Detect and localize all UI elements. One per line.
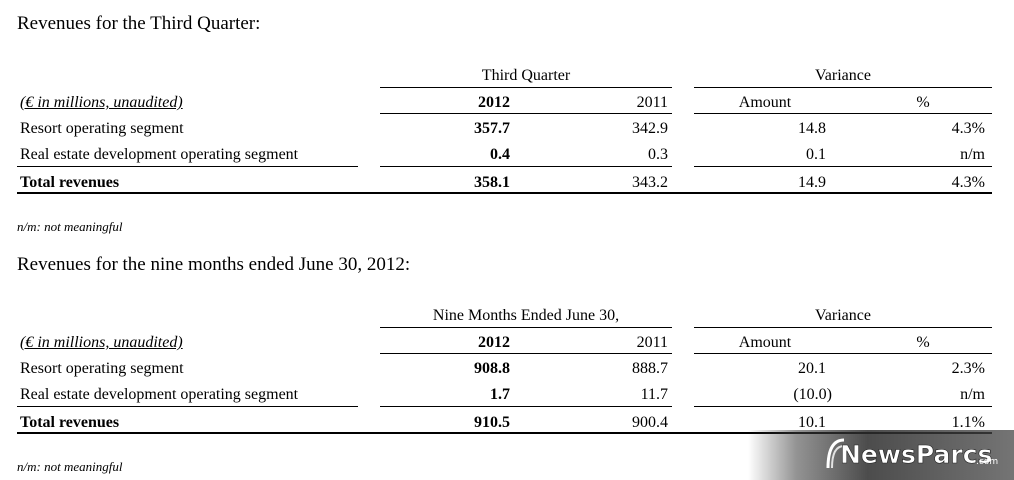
section1-group-third-quarter: Third Quarter xyxy=(481,67,571,84)
section1-row2-underline-label xyxy=(17,166,358,167)
logo-suffix-text: .com xyxy=(976,457,998,467)
section2-row2-underline-left xyxy=(380,406,672,407)
section1-row2-2011: 0.3 xyxy=(648,146,668,163)
section2-row2-label: Real estate development operating segmen… xyxy=(20,386,299,403)
section2-title: Revenues for the nine months ended June … xyxy=(17,254,411,275)
section2-col-amount: Amount xyxy=(738,334,792,351)
section1-units-label: (€ in millions, unaudited) xyxy=(20,94,183,111)
section2-group-underline-left xyxy=(380,327,672,328)
section2-row2-underline-label xyxy=(17,406,358,407)
section1-group-variance: Variance xyxy=(815,67,871,84)
section2-header-underline-left xyxy=(380,353,672,354)
section2-units-label: (€ in millions, unaudited) xyxy=(20,334,183,351)
section1-row2-underline-left xyxy=(380,166,672,167)
section1-row1-2011: 342.9 xyxy=(632,120,668,137)
section2-group-nine-months: Nine Months Ended June 30, xyxy=(432,307,620,324)
section2-total-amount: 10.1 xyxy=(798,414,826,431)
section2-row2-amount: (10.0) xyxy=(793,386,832,403)
section1-col-2011: 2011 xyxy=(636,94,668,111)
section2-total-rule xyxy=(17,432,992,434)
section1-total-2011: 343.2 xyxy=(632,174,668,191)
section2-col-pct: % xyxy=(916,334,930,351)
section2-total-2012: 910.5 xyxy=(474,414,510,431)
section1-row1-label: Resort operating segment xyxy=(20,120,184,137)
section1-total-pct: 4.3% xyxy=(951,174,985,191)
section2-group-underline-right xyxy=(694,327,992,328)
section1-total-label: Total revenues xyxy=(20,174,120,191)
section1-row2-pct: n/m xyxy=(960,146,985,163)
section2-row1-2011: 888.7 xyxy=(632,360,668,377)
section1-col-pct: % xyxy=(916,94,930,111)
section2-row2-pct: n/m xyxy=(960,386,985,403)
section1-header-underline-left xyxy=(380,113,672,114)
section1-col-amount: Amount xyxy=(738,94,792,111)
section1-row2-2012: 0.4 xyxy=(490,146,510,163)
section1-footnote: n/m: not meaningful xyxy=(17,219,123,234)
section2-row1-label: Resort operating segment xyxy=(20,360,184,377)
section1-total-amount: 14.9 xyxy=(798,174,826,191)
section2-footnote: n/m: not meaningful xyxy=(17,459,123,474)
section2-total-2011: 900.4 xyxy=(632,414,668,431)
logo-swoosh-icon xyxy=(826,438,845,469)
section1-col-2012: 2012 xyxy=(478,94,510,111)
section2-row1-pct: 2.3% xyxy=(951,360,985,377)
newsparcs-logo: NewsParcs .com xyxy=(826,438,998,469)
section2-col-2011: 2011 xyxy=(636,334,668,351)
section1-title: Revenues for the Third Quarter: xyxy=(17,13,261,34)
section2-col-2012: 2012 xyxy=(478,334,510,351)
section1-row1-amount: 14.8 xyxy=(798,120,826,137)
section2-header-underline-right xyxy=(694,353,992,354)
section1-group-underline-right xyxy=(694,87,992,88)
section2-row2-2011: 11.7 xyxy=(640,386,668,403)
section1-total-2012: 358.1 xyxy=(474,174,510,191)
logo-brand-text: NewsParcs xyxy=(840,440,992,469)
section1-total-rule xyxy=(17,192,992,194)
section2-row1-2012: 908.8 xyxy=(474,360,510,377)
section1-row2-underline-right xyxy=(694,166,992,167)
section1-row1-2012: 357.7 xyxy=(474,120,510,137)
section1-group-underline-left xyxy=(380,87,672,88)
section2-total-label: Total revenues xyxy=(20,414,120,431)
section1-row2-amount: 0.1 xyxy=(806,146,826,163)
section2-row2-2012: 1.7 xyxy=(490,386,510,403)
watermark-band xyxy=(748,430,1014,480)
section2-row2-underline-right xyxy=(694,406,992,407)
section1-row1-pct: 4.3% xyxy=(951,120,985,137)
section2-total-pct: 1.1% xyxy=(951,414,985,431)
section2-row1-amount: 20.1 xyxy=(798,360,826,377)
section2-group-variance: Variance xyxy=(815,307,871,324)
section1-row2-label: Real estate development operating segmen… xyxy=(20,146,299,163)
section1-header-underline-right xyxy=(694,113,992,114)
